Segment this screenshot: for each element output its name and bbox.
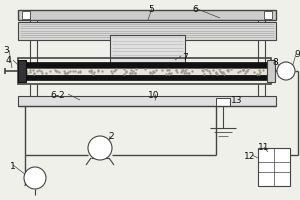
Text: 9: 9 bbox=[294, 50, 300, 59]
Circle shape bbox=[24, 167, 46, 189]
Bar bbox=[22, 68, 267, 75]
Bar bbox=[18, 22, 276, 40]
Bar bbox=[22, 62, 267, 68]
Bar bbox=[22, 11, 30, 19]
Text: 8: 8 bbox=[272, 58, 278, 67]
Bar bbox=[258, 148, 290, 186]
Circle shape bbox=[88, 136, 112, 160]
Bar bbox=[216, 98, 230, 106]
Text: 3: 3 bbox=[3, 46, 9, 55]
Text: 6: 6 bbox=[192, 5, 198, 14]
Text: 5: 5 bbox=[148, 5, 154, 14]
Text: 12: 12 bbox=[244, 152, 255, 161]
Bar bbox=[18, 60, 26, 82]
Bar bbox=[110, 35, 185, 63]
Bar bbox=[127, 63, 167, 71]
Bar bbox=[264, 11, 272, 19]
Bar bbox=[267, 60, 275, 82]
Bar bbox=[18, 10, 276, 20]
Text: 4: 4 bbox=[6, 56, 12, 65]
Text: 10: 10 bbox=[148, 91, 160, 100]
Bar bbox=[22, 75, 267, 80]
Circle shape bbox=[277, 62, 295, 80]
Bar bbox=[133, 71, 161, 76]
Text: 1: 1 bbox=[10, 162, 16, 171]
Bar bbox=[18, 96, 276, 106]
Text: 6-2: 6-2 bbox=[50, 91, 64, 100]
Text: 11: 11 bbox=[258, 143, 269, 152]
Text: 13: 13 bbox=[231, 96, 242, 105]
Text: 2: 2 bbox=[108, 132, 114, 141]
Text: 7: 7 bbox=[182, 53, 188, 62]
Bar bbox=[18, 58, 271, 84]
